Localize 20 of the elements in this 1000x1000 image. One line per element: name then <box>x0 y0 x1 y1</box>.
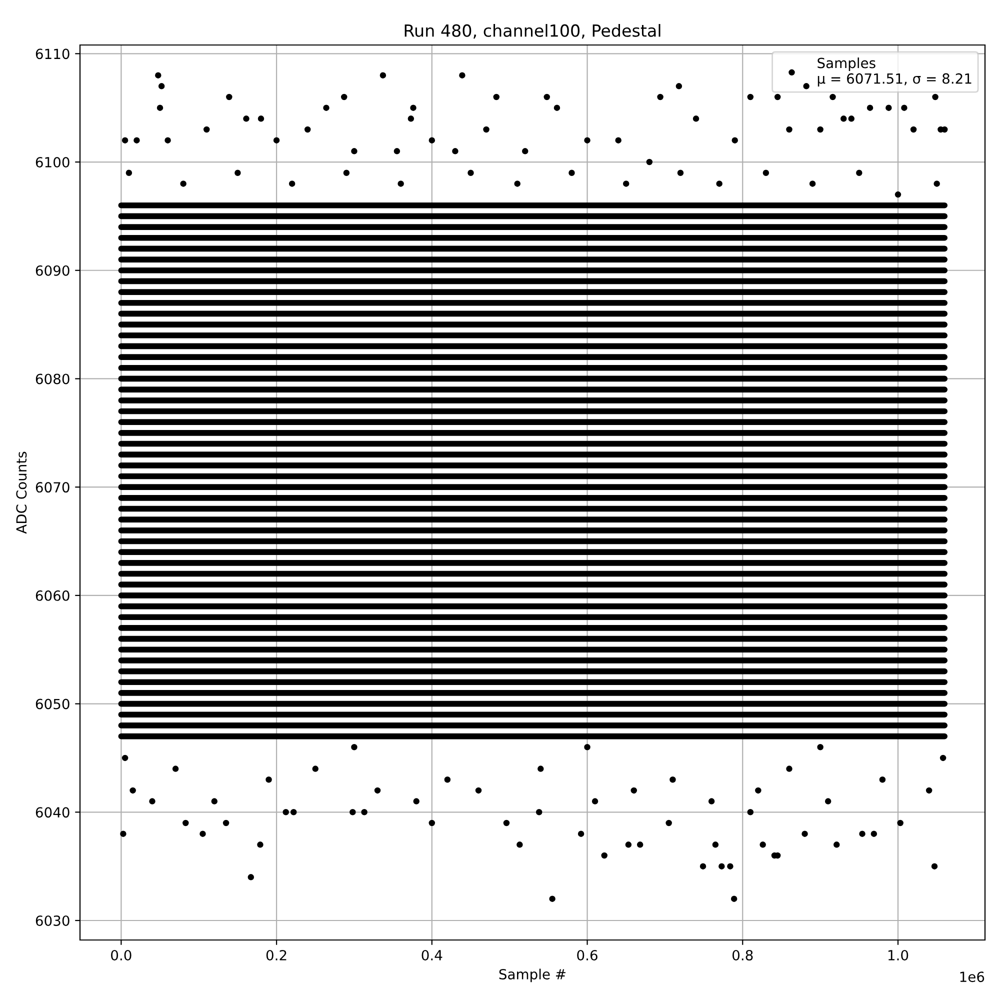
y-tick-label: 6080 <box>36 374 70 384</box>
x-tick-label: 1.0 <box>888 950 908 960</box>
legend-label: Samples μ = 6071.51, σ = 8.21 <box>818 58 972 86</box>
y-axis-title: ADC Counts <box>16 452 27 534</box>
x-tick-label: 0.2 <box>266 950 286 960</box>
y-tick-label: 6040 <box>36 807 70 818</box>
text: 1e6 <box>960 972 984 982</box>
y-tick-label: 6110 <box>36 48 70 60</box>
x-tick-label: 0.8 <box>732 950 753 960</box>
x-tick-label: 0.4 <box>422 950 442 960</box>
x-axis-title: Sample # <box>499 968 566 982</box>
chart-title: Run 480, channel100, Pedestal <box>404 24 660 39</box>
y-tick-label: 6050 <box>36 698 70 710</box>
x-tick-label: 0.0 <box>111 950 132 960</box>
y-tick-label: 6060 <box>36 590 70 601</box>
x-tick-label: 0.6 <box>577 950 598 960</box>
y-tick-label: 6070 <box>36 482 70 493</box>
y-tick-label: 6100 <box>36 156 70 168</box>
y-tick-label: 6090 <box>36 265 70 276</box>
y-tick-label: 6030 <box>36 915 70 926</box>
